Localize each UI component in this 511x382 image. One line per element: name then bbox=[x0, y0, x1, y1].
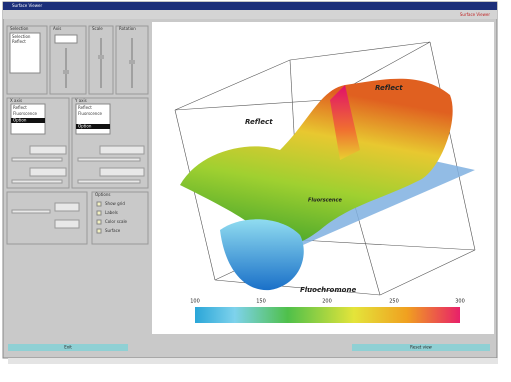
button[interactable] bbox=[8, 344, 128, 351]
button-label: Reset view bbox=[410, 345, 432, 350]
window-title: Surface Viewer bbox=[12, 3, 42, 8]
title-bar bbox=[3, 2, 497, 10]
list-selection bbox=[11, 118, 45, 123]
colorbar bbox=[195, 307, 460, 323]
colorbar-tick: 100 bbox=[190, 299, 200, 305]
menu-bar bbox=[3, 10, 497, 19]
group-label: Y axis bbox=[74, 98, 87, 103]
valley bbox=[220, 219, 304, 291]
check-label: Surface bbox=[105, 228, 121, 233]
slider-thumb[interactable] bbox=[129, 60, 135, 64]
group-label: Axis bbox=[53, 26, 61, 31]
button-label: Exit bbox=[64, 345, 72, 350]
surface bbox=[180, 78, 453, 246]
slider-thumb[interactable] bbox=[98, 55, 104, 59]
list-item: Fluorscence bbox=[13, 111, 38, 116]
axis-label: Reflect bbox=[375, 84, 403, 92]
list-item: Option bbox=[13, 118, 27, 123]
slider-thumb[interactable] bbox=[63, 70, 69, 74]
check-label: Color scale bbox=[105, 219, 128, 224]
field[interactable] bbox=[54, 34, 78, 44]
axis-label: Fluorscence bbox=[308, 198, 342, 204]
fields bbox=[11, 145, 145, 229]
colorbar-tick: 250 bbox=[389, 299, 399, 305]
group-label: Selection bbox=[10, 26, 29, 31]
list-item: Reflect bbox=[12, 39, 26, 44]
menu-label: Surface Viewer bbox=[460, 12, 490, 17]
list-item: Selection bbox=[12, 34, 31, 39]
check-label: Show grid bbox=[105, 201, 125, 206]
colorbar-tick: 300 bbox=[455, 299, 465, 305]
group-label: Options bbox=[95, 192, 110, 197]
group-label: Rotation bbox=[119, 26, 136, 31]
colorbar-tick: 200 bbox=[322, 299, 332, 305]
list-selection bbox=[76, 124, 110, 129]
axis-label: Reflect bbox=[245, 118, 273, 126]
shadow bbox=[8, 358, 498, 364]
colorbar-tick: 150 bbox=[256, 299, 266, 305]
listbox[interactable] bbox=[9, 32, 41, 74]
list-item: Fluorscence bbox=[78, 111, 103, 116]
peak bbox=[330, 85, 360, 160]
list-item: Option bbox=[78, 124, 92, 129]
list-item: Reflect bbox=[13, 105, 27, 110]
axis-label: Fluochromone bbox=[300, 286, 356, 294]
check-label: Labels bbox=[105, 210, 118, 215]
button[interactable] bbox=[352, 344, 490, 351]
list-item: Reflect bbox=[78, 105, 92, 110]
group-boxes bbox=[6, 25, 149, 245]
group-label: X axis bbox=[10, 98, 22, 103]
group-label: Scale bbox=[92, 26, 103, 31]
checkboxes[interactable] bbox=[96, 201, 102, 234]
